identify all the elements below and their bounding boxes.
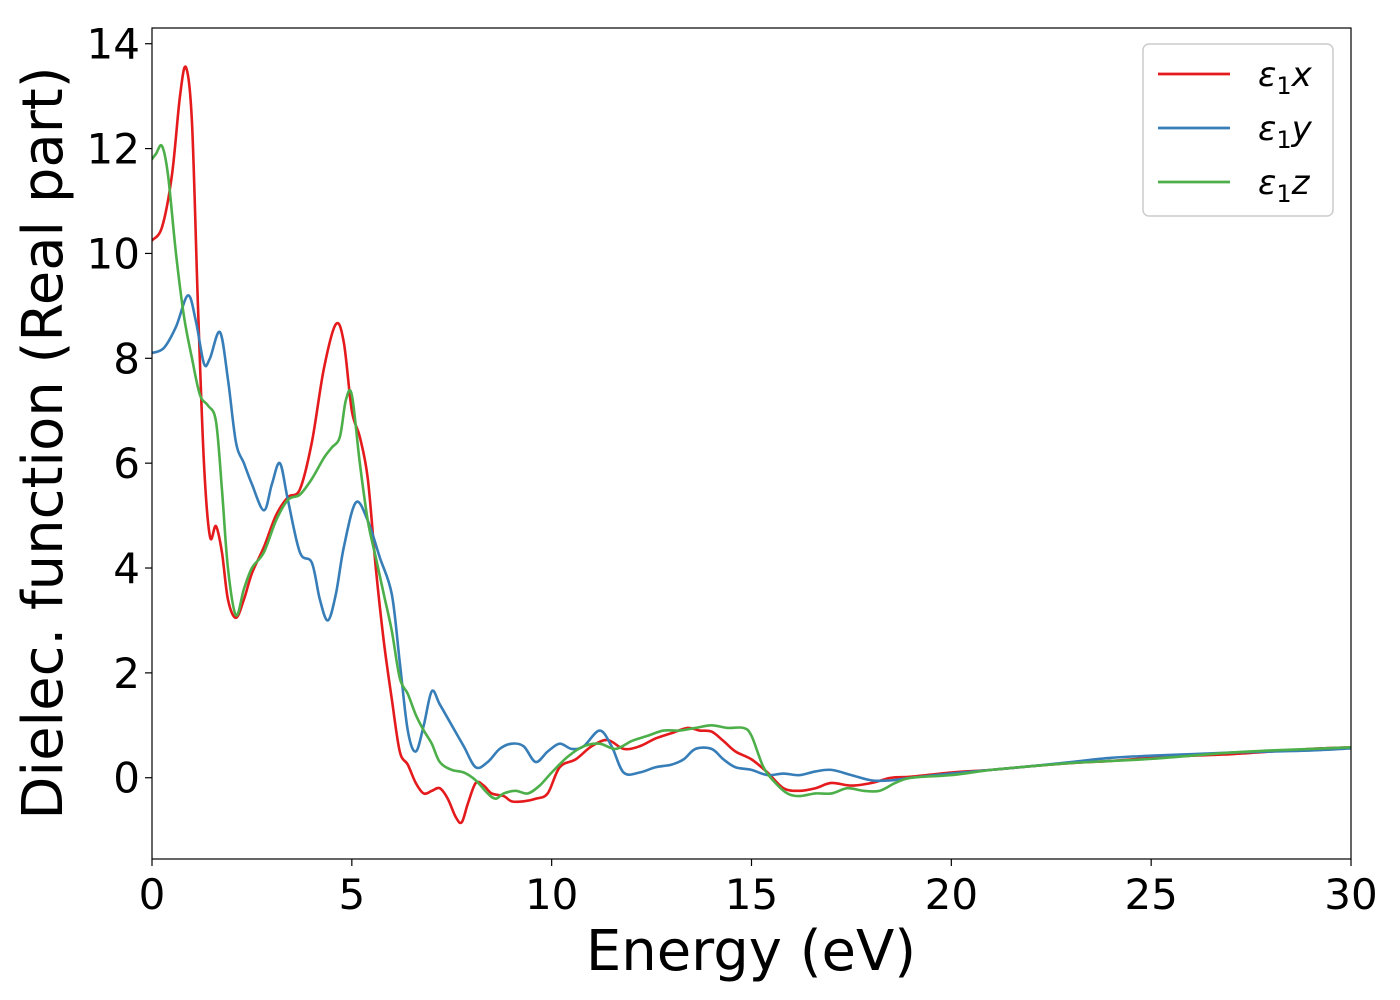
- x-tick-label: 20: [925, 870, 978, 919]
- y-tick-label: 14: [87, 20, 140, 69]
- x-tick-label: 5: [338, 870, 365, 919]
- y-axis-ticks: 0 2 4 6 8 10 12 14: [87, 20, 152, 803]
- legend-box: [1142, 43, 1334, 217]
- y-tick-label: 10: [87, 229, 140, 278]
- y-tick-label: 0: [113, 754, 140, 803]
- y-axis-label: Dielec. function (Real part): [11, 66, 76, 819]
- y-tick-label: 2: [113, 649, 140, 698]
- x-tick-label: 30: [1324, 870, 1377, 919]
- legend-label-x: ε1x: [1258, 55, 1313, 100]
- x-tick-label: 10: [525, 870, 578, 919]
- x-axis-ticks: 0 5 10 15 20 25 30: [139, 859, 1378, 919]
- legend-label-z: ε1z: [1258, 163, 1311, 208]
- x-tick-label: 0: [139, 870, 166, 919]
- y-tick-label: 4: [113, 544, 140, 593]
- y-tick-label: 8: [113, 334, 140, 383]
- y-tick-label: 12: [87, 125, 140, 174]
- legend-label-y: ε1y: [1258, 109, 1313, 154]
- x-tick-label: 25: [1124, 870, 1177, 919]
- legend: ε1x ε1y ε1z: [1142, 43, 1334, 217]
- y-tick-label: 6: [113, 439, 140, 488]
- x-tick-label: 15: [725, 870, 778, 919]
- series-line-z: [152, 143, 1351, 801]
- x-axis-label: Energy (eV): [586, 919, 916, 984]
- series-layer: [152, 65, 1351, 825]
- series-line-y: [152, 294, 1351, 783]
